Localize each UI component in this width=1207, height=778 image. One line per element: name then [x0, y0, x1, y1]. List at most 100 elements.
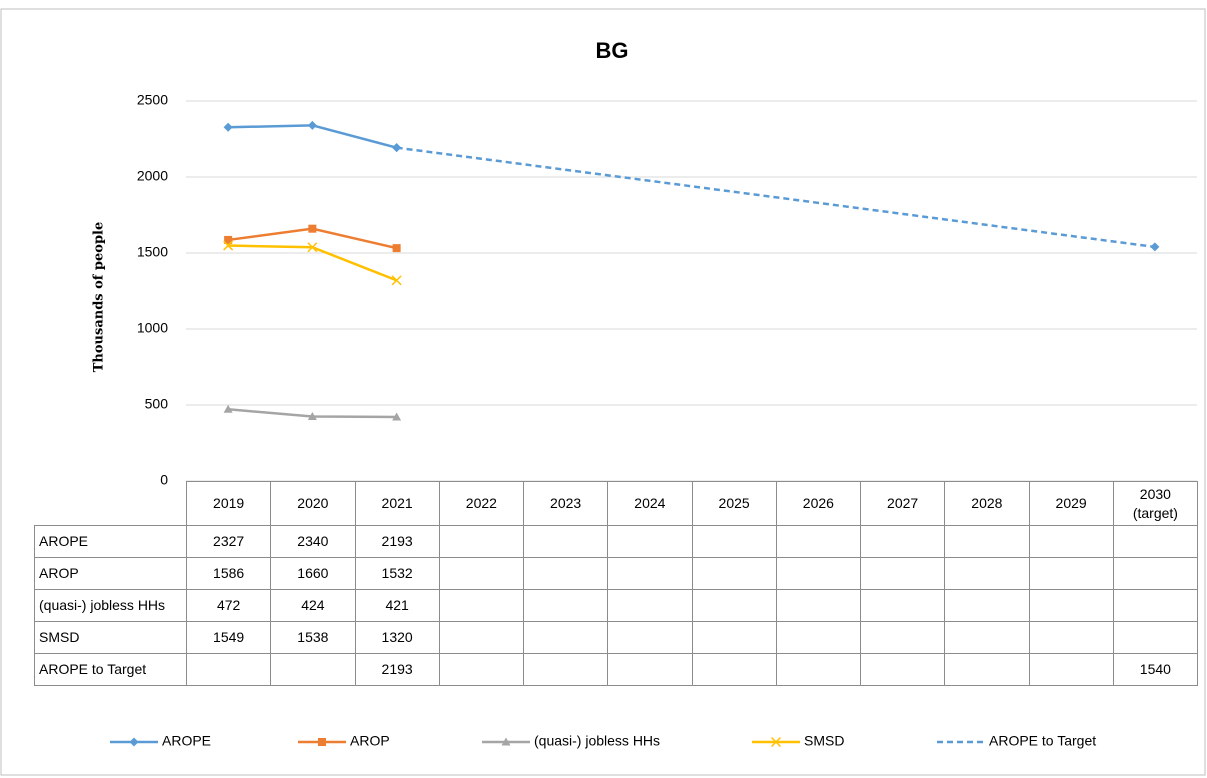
table-cell: 2327	[186, 525, 272, 558]
table-cell: 2193	[354, 653, 440, 686]
y-tick-label: 2500	[137, 92, 168, 108]
table-cell	[607, 525, 693, 558]
table-cell: 2193	[354, 525, 440, 558]
table-cell	[860, 653, 946, 686]
table-cell	[775, 653, 861, 686]
table-row-label: AROP	[34, 557, 187, 590]
table-cell: 1549	[186, 621, 272, 654]
legend-label: SMSD	[804, 733, 844, 749]
chart-title: BG	[596, 38, 629, 63]
table-cell	[438, 525, 524, 558]
table-cell	[944, 557, 1030, 590]
table-cell	[523, 653, 609, 686]
marker	[223, 240, 234, 251]
x-tick-label: 2029	[1028, 481, 1114, 526]
marker	[223, 404, 233, 413]
table-cell	[775, 589, 861, 622]
table-cell	[775, 525, 861, 558]
marker	[307, 412, 317, 421]
table-cell	[775, 621, 861, 654]
table-row-label: AROPE to Target	[34, 653, 187, 686]
table-cell	[523, 525, 609, 558]
table-cell	[1028, 621, 1114, 654]
table-cell	[607, 557, 693, 590]
table-cell	[438, 557, 524, 590]
table-cell	[944, 589, 1030, 622]
marker	[501, 737, 511, 746]
table-cell	[186, 653, 272, 686]
x-tick-label: 2025	[691, 481, 777, 526]
table-cell	[1112, 525, 1198, 558]
x-tick-label: 2020	[270, 481, 356, 526]
y-tick-label: 1000	[137, 320, 168, 336]
table-cell	[607, 653, 693, 686]
table-cell	[860, 589, 946, 622]
y-axis-label: Thousands of people	[92, 222, 107, 373]
marker	[1150, 242, 1160, 252]
x-tick-label: 2027	[860, 481, 946, 526]
table-row-label: SMSD	[34, 621, 187, 654]
x-tick-label: 2030 (target)	[1112, 481, 1198, 526]
table-cell	[1028, 525, 1114, 558]
table-cell: 2340	[270, 525, 356, 558]
x-tick-label: 2028	[944, 481, 1030, 526]
table-cell	[438, 621, 524, 654]
table-cell	[860, 621, 946, 654]
marker	[224, 235, 233, 244]
table-cell	[438, 589, 524, 622]
table-cell: 472	[186, 589, 272, 622]
table-cell: 1586	[186, 557, 272, 590]
table-cell	[1112, 621, 1198, 654]
marker	[392, 244, 401, 253]
series-line	[396, 146, 1156, 249]
table-cell	[523, 621, 609, 654]
table-cell: 1540	[1112, 653, 1198, 686]
table-cell	[1028, 557, 1114, 590]
x-tick-label: 2022	[438, 481, 524, 526]
marker	[770, 736, 782, 748]
x-tick-label: 2021	[354, 481, 440, 526]
marker	[307, 120, 317, 130]
x-tick-label: 2019	[186, 481, 272, 526]
table-cell: 1538	[270, 621, 356, 654]
table-cell: 424	[270, 589, 356, 622]
table-cell: 1660	[270, 557, 356, 590]
y-tick-label: 0	[160, 472, 168, 488]
marker	[392, 412, 402, 421]
table-cell: 1320	[354, 621, 440, 654]
table-cell	[860, 557, 946, 590]
x-tick-label: 2026	[775, 481, 861, 526]
table-cell	[523, 589, 609, 622]
x-tick-label: 2024	[607, 481, 693, 526]
table-cell	[775, 557, 861, 590]
marker	[308, 224, 317, 233]
table-cell	[607, 589, 693, 622]
marker	[307, 242, 318, 253]
table-row-label: (quasi-) jobless HHs	[34, 589, 187, 622]
marker	[391, 275, 402, 286]
table-cell	[691, 557, 777, 590]
table-cell: 421	[354, 589, 440, 622]
marker	[129, 737, 139, 747]
table-cell	[944, 621, 1030, 654]
table-cell	[1028, 589, 1114, 622]
table-cell	[691, 653, 777, 686]
table-cell	[1112, 589, 1198, 622]
legend-label: AROP	[350, 733, 390, 749]
y-tick-label: 1500	[137, 244, 168, 260]
table-cell	[607, 621, 693, 654]
chart-border	[0, 8, 1206, 776]
legend-label: (quasi-) jobless HHs	[534, 733, 660, 749]
x-tick-label: 2023	[523, 481, 609, 526]
y-tick-label: 500	[145, 396, 169, 412]
table-cell	[523, 557, 609, 590]
table-cell	[691, 525, 777, 558]
table-cell: 1532	[354, 557, 440, 590]
table-cell	[944, 525, 1030, 558]
table-cell	[691, 589, 777, 622]
table-cell	[691, 621, 777, 654]
table-cell	[438, 653, 524, 686]
table-cell	[860, 525, 946, 558]
